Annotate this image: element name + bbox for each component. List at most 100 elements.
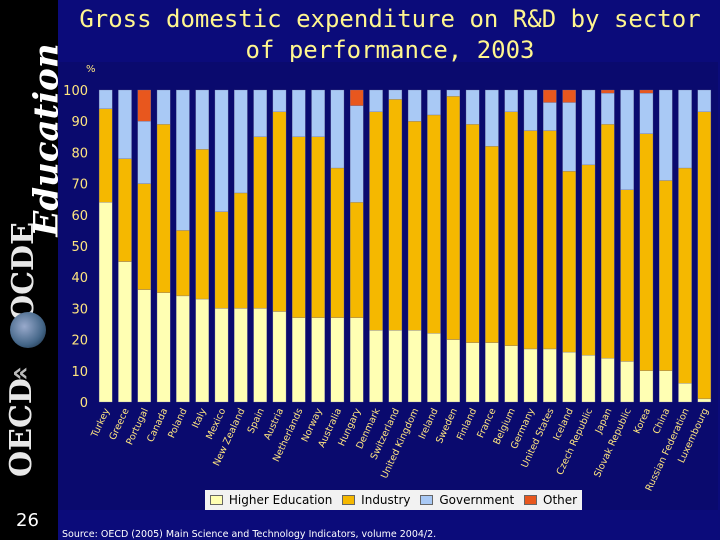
bar-higher-education: [639, 370, 654, 403]
bar-higher-education: [195, 298, 209, 403]
bar-higher-education: [485, 342, 499, 403]
bar-higher-education: [543, 348, 557, 403]
bar-higher-education: [369, 330, 383, 403]
bar-government: [292, 89, 306, 137]
bar-government: [156, 89, 171, 125]
bar-higher-education: [234, 308, 248, 403]
y-tick-label: 50: [71, 240, 88, 255]
x-tick-label: Spain: [246, 407, 267, 436]
bar-government: [388, 89, 403, 100]
y-tick-label: 80: [71, 146, 88, 161]
bar-higher-education: [272, 311, 287, 403]
bar-other: [639, 89, 654, 94]
bar-industry: [504, 111, 518, 346]
ocde-brand: OCDE: [5, 222, 41, 321]
bar-government: [176, 89, 190, 231]
bar-higher-education: [98, 202, 113, 403]
bar-government: [253, 89, 267, 137]
bar-government: [659, 89, 673, 181]
bar-government: [485, 89, 499, 147]
bar-government: [639, 92, 654, 134]
bar-industry: [388, 99, 403, 331]
bar-higher-education: [214, 308, 229, 403]
bar-government: [350, 105, 364, 203]
bar-industry: [253, 136, 267, 309]
bar-government: [562, 102, 576, 172]
source-note: Source: OECD (2005) Main Science and Tec…: [62, 529, 437, 540]
bar-government: [543, 102, 557, 131]
sidebar: Education OCDE « OECD 26: [0, 0, 67, 540]
bar-other: [137, 89, 151, 122]
bar-industry: [581, 164, 596, 356]
bar-government: [446, 89, 460, 97]
y-tick-label: 10: [71, 365, 88, 380]
y-tick-label: 30: [71, 302, 88, 317]
bar-government: [581, 89, 596, 166]
y-tick-label: 100: [63, 84, 88, 99]
bar-higher-education: [330, 317, 345, 403]
bar-other: [350, 89, 364, 106]
bar-government: [465, 89, 480, 125]
bar-industry: [659, 180, 673, 371]
bar-industry: [697, 111, 712, 400]
bar-higher-education: [118, 261, 132, 403]
bar-industry: [678, 167, 692, 384]
bar-industry: [620, 189, 634, 362]
bar-higher-education: [678, 383, 692, 403]
y-tick-label: 20: [71, 334, 88, 349]
bar-government: [234, 89, 248, 194]
bar-higher-education: [137, 289, 151, 403]
bar-industry: [137, 183, 151, 290]
bar-higher-education: [253, 308, 267, 403]
bar-government: [98, 89, 113, 109]
bar-government: [214, 89, 229, 212]
bar-higher-education: [407, 330, 422, 403]
bar-industry: [369, 111, 383, 331]
bar-industry: [214, 211, 229, 309]
bar-industry: [292, 136, 306, 318]
bar-government: [697, 89, 712, 112]
bar-industry: [98, 108, 113, 203]
bar-industry: [350, 202, 364, 318]
bar-higher-education: [176, 295, 190, 403]
y-tick-label: 40: [71, 271, 88, 286]
bar-industry: [543, 130, 557, 350]
legend-item-government: Government: [420, 493, 514, 507]
bar-government: [118, 89, 132, 159]
legend-label-other: Other: [543, 493, 578, 507]
legend-label-government: Government: [439, 493, 515, 507]
bar-industry: [234, 192, 248, 309]
chart-legend: Higher Education Industry Government Oth…: [205, 490, 582, 510]
bar-industry: [601, 124, 615, 359]
bar-higher-education: [601, 358, 615, 403]
bar-higher-education: [292, 317, 306, 403]
bar-industry: [562, 170, 576, 353]
y-axis-unit-label: %: [86, 64, 96, 75]
legend-swatch-industry: [342, 495, 356, 505]
legend-item-higher-education: Higher Education: [209, 493, 332, 507]
oecd-brand: OECD: [3, 378, 39, 477]
bar-higher-education: [620, 361, 634, 403]
bar-government: [272, 89, 287, 112]
y-tick-label: 70: [71, 178, 88, 193]
globe-icon: [10, 312, 46, 348]
bar-higher-education: [504, 345, 518, 403]
slide-number: 26: [16, 510, 39, 531]
bar-government: [137, 121, 151, 184]
legend-swatch-higher-education: [209, 495, 223, 505]
bar-industry: [156, 124, 171, 293]
bar-industry: [407, 121, 422, 331]
bar-higher-education: [523, 348, 538, 403]
bar-industry: [523, 130, 538, 350]
legend-swatch-other: [524, 495, 537, 505]
bar-higher-education: [697, 398, 712, 403]
bar-industry: [311, 136, 325, 318]
legend-item-industry: Industry: [342, 493, 411, 507]
bar-government: [620, 89, 634, 190]
bar-industry: [639, 133, 654, 371]
legend-item-other: Other: [524, 493, 577, 507]
bar-industry: [330, 167, 345, 318]
bar-higher-education: [562, 351, 576, 403]
bar-higher-education: [446, 339, 460, 403]
bar-government: [678, 89, 692, 169]
